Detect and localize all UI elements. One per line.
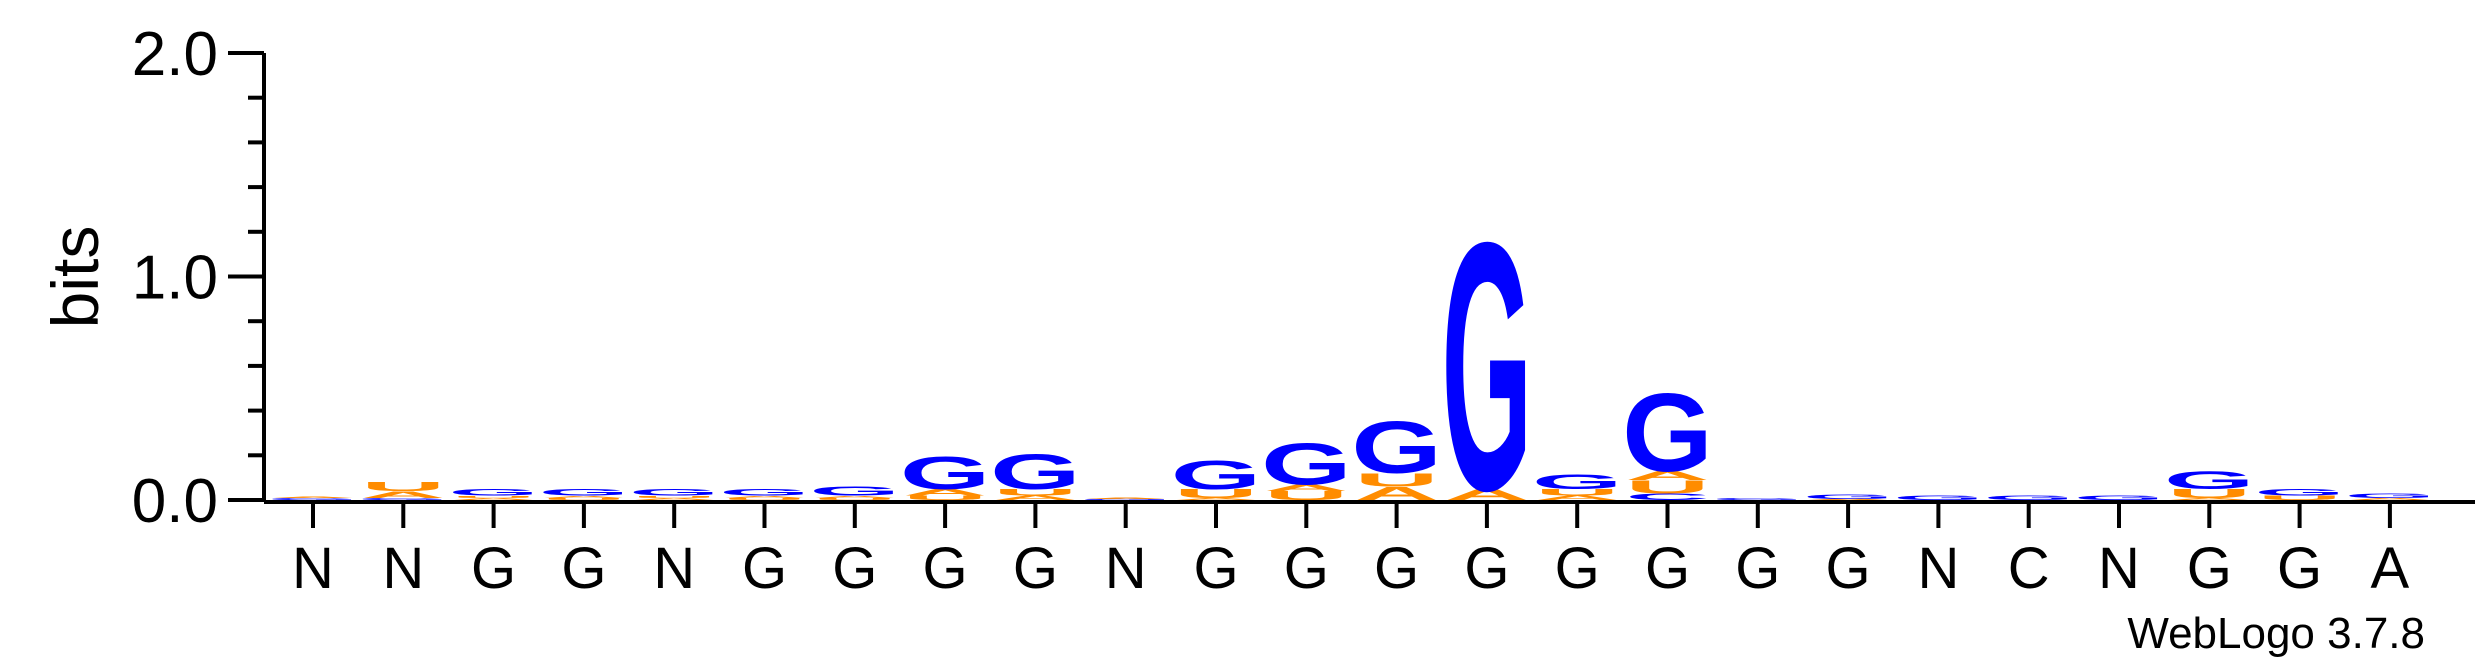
- logo-letter-A: A: [1806, 499, 1890, 501]
- logo-letter-U: U: [1264, 489, 1348, 503]
- logo-letter-G: G: [1622, 371, 1713, 495]
- logo-letter-A: A: [2167, 497, 2251, 500]
- x-tick-label: N: [653, 536, 695, 601]
- x-tick-label: G: [832, 536, 877, 601]
- logo-letter-U: U: [813, 497, 897, 500]
- logo-letter-A: A: [1625, 469, 1709, 483]
- x-tick-label: G: [471, 536, 516, 601]
- logo-letter-U: U: [1174, 487, 1258, 501]
- logo-letter-U: U: [1625, 476, 1709, 497]
- logo-letter-G: G: [1080, 499, 1171, 501]
- logo-letter-U: U: [361, 480, 445, 494]
- x-tick-label: G: [1193, 536, 1238, 601]
- y-tick-label: 2.0: [132, 20, 218, 89]
- logo-letter-U: U: [993, 487, 1077, 497]
- logo-letter-A: A: [1535, 494, 1619, 501]
- logo-letter-A: A: [1264, 483, 1348, 493]
- x-tick-label: G: [2187, 536, 2232, 601]
- logo-letter-G: G: [1532, 469, 1623, 493]
- x-tick-label: A: [2371, 536, 2410, 601]
- logo-letter-U: U: [1354, 470, 1438, 491]
- logo-letter-G: G: [2164, 466, 2255, 494]
- x-tick-label: G: [561, 536, 606, 601]
- x-tick-label: N: [382, 536, 424, 601]
- logo-letter-G: G: [2074, 494, 2165, 501]
- x-tick-label: N: [1917, 536, 1959, 601]
- logo-letter-A: A: [1084, 497, 1168, 499]
- logo-letter-A: A: [993, 494, 1077, 501]
- logo-letter-A: A: [451, 497, 535, 500]
- x-tick-label: G: [1374, 536, 1419, 601]
- logo-letter-G: G: [1983, 494, 2074, 501]
- logo-letter-A: A: [1174, 497, 1258, 500]
- x-tick-label: G: [1013, 536, 1058, 601]
- logo-letter-A: A: [361, 489, 445, 499]
- logo-letter-G: G: [268, 497, 359, 500]
- logo-letter-G: G: [719, 487, 810, 497]
- x-tick-label: G: [1645, 536, 1690, 601]
- logo-letter-U: U: [632, 495, 716, 498]
- logo-letter-U: U: [542, 497, 626, 500]
- x-tick-label: G: [1826, 536, 1871, 601]
- logo-letter-G: G: [2254, 487, 2345, 497]
- y-ticks: 0.0 1.0 2.0: [132, 20, 264, 536]
- x-tick-label: N: [2098, 536, 2140, 601]
- logo-letter-G: G: [2345, 492, 2436, 499]
- weblogo-credit: WebLogo 3.7.8: [2127, 609, 2425, 658]
- x-tick-label: G: [1284, 536, 1329, 601]
- logo-letter-A: A: [722, 495, 806, 498]
- x-tick-label: G: [1735, 536, 1780, 601]
- logo-letter-A: A: [813, 495, 897, 498]
- logo-letter-A: A: [1445, 486, 1529, 503]
- logo-letter-C: C: [1625, 492, 1709, 502]
- logo-letter-G: G: [629, 487, 720, 497]
- logo-letter-G: G: [1712, 497, 1803, 500]
- logo-letter-G: G: [448, 487, 539, 497]
- y-tick-label: 1.0: [132, 244, 218, 313]
- logo-letter-U: U: [2167, 487, 2251, 501]
- logo-letter-G: G: [1351, 405, 1442, 489]
- logo-letter-G: G: [900, 447, 991, 499]
- logo-letter-G: G: [809, 484, 900, 498]
- logo-letter-A: A: [632, 497, 716, 500]
- y-tick-label: 0.0: [132, 467, 218, 536]
- logo-letter-A: A: [2348, 497, 2432, 500]
- x-tick-label: G: [1464, 536, 1509, 601]
- x-tick-label: G: [742, 536, 787, 601]
- logo-letter-A: A: [903, 487, 987, 497]
- logo-letter-G: G: [1171, 453, 1262, 498]
- logo-letter-G: G: [1893, 494, 1984, 501]
- logo-letter-U: U: [1535, 487, 1619, 497]
- logo-letter-U: U: [2257, 494, 2341, 501]
- logo-letter-G: G: [539, 487, 630, 497]
- logo-letter-A: A: [271, 496, 355, 498]
- logo-letter-U: U: [722, 497, 806, 500]
- logo-letter-G: G: [990, 445, 1081, 500]
- logo-letter-G: G: [1442, 168, 1533, 564]
- logo-letter-U: U: [903, 494, 987, 501]
- x-tick-label: G: [1555, 536, 1600, 601]
- x-tick-label: G: [923, 536, 968, 601]
- logo-letter-G: G: [358, 497, 449, 500]
- x-tick-label: N: [292, 536, 334, 601]
- y-axis-label: bits: [38, 226, 112, 329]
- logo-letter-A: A: [1354, 483, 1438, 504]
- logo-letter-A: A: [542, 495, 626, 498]
- logo-letter-G: G: [1261, 431, 1352, 497]
- x-tick-label: G: [2277, 536, 2322, 601]
- x-tick-label: C: [2008, 536, 2050, 601]
- x-tick-label: N: [1105, 536, 1147, 601]
- logo-letter-U: U: [451, 495, 535, 498]
- logo-letter-G: G: [1803, 493, 1894, 500]
